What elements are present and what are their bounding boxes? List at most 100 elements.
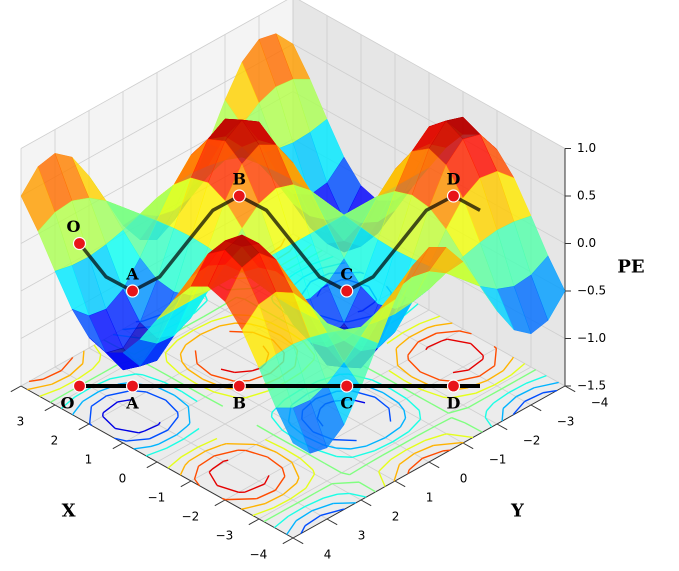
contour-line: [39, 388, 61, 398]
contour-line: [403, 409, 407, 419]
contour-line: [133, 445, 152, 450]
contour-line: [89, 423, 93, 427]
surface-point: [340, 284, 354, 298]
x-tick-label: −4: [250, 548, 268, 562]
contour-line: [416, 426, 435, 437]
y-tick: [428, 461, 440, 469]
y-tick-label: 4: [324, 548, 332, 562]
contour-line: [409, 327, 428, 338]
contour-line: [256, 424, 274, 436]
x-tick-label: 2: [51, 434, 59, 448]
contour-line: [426, 324, 436, 329]
contour-line: [486, 402, 495, 412]
contour-line: [69, 363, 84, 376]
contour-line: [502, 357, 514, 371]
contour-line: [424, 433, 445, 442]
contour-line: [397, 364, 410, 376]
contour-line: [304, 514, 322, 527]
contour-line: [205, 444, 222, 452]
contour-line: [196, 363, 212, 376]
contour-line: [187, 406, 191, 424]
contour-line: [515, 387, 535, 398]
contour-line: [408, 374, 413, 378]
contour-line: [349, 464, 367, 476]
contour-line: [335, 447, 351, 450]
contour-line: [486, 369, 504, 382]
contour-line: [350, 445, 367, 450]
contour-line: [186, 422, 191, 427]
contour-line: [349, 492, 367, 498]
contour-line: [100, 363, 119, 375]
contour-line: [82, 390, 100, 403]
surface-point-label: D: [447, 170, 461, 189]
contour-line: [28, 378, 44, 383]
contour-line: [542, 389, 558, 394]
contour-line: [60, 357, 74, 372]
surface-point: [232, 189, 246, 203]
surface-path: [78, 194, 481, 293]
contour-line: [401, 323, 420, 334]
contour-line: [378, 470, 381, 473]
contour-line: [42, 369, 62, 380]
contour-line: [193, 478, 201, 487]
z-tick-label: 0.5: [577, 189, 596, 203]
contour-line: [441, 338, 448, 342]
contour-line: [221, 497, 226, 501]
contour-line: [411, 376, 418, 381]
contour-line: [98, 354, 102, 362]
contour-line: [512, 400, 526, 415]
contour-line: [264, 438, 284, 449]
contour-line: [459, 330, 472, 335]
contour-line: [374, 441, 394, 452]
contour-line: [138, 430, 145, 434]
contour-line: [417, 332, 437, 343]
z-tick-label: 0.0: [577, 236, 596, 250]
contour-line: [83, 373, 102, 384]
contour-line: [208, 471, 218, 486]
contour-line: [90, 395, 107, 407]
contour-line: [216, 484, 239, 493]
grid-line: [88, 347, 362, 501]
contour-line: [167, 416, 179, 431]
contour-line: [290, 487, 307, 500]
x-tick-label: 1: [85, 453, 93, 467]
contour-line: [386, 332, 403, 345]
contour-line: [389, 388, 407, 400]
contour-line: [493, 392, 510, 404]
contour-line: [272, 450, 277, 453]
contour-line: [93, 344, 102, 355]
contour-line: [188, 386, 206, 398]
contour-line: [51, 374, 71, 385]
contour-line: [433, 441, 463, 447]
contour-line: [406, 439, 425, 451]
contour-line: [168, 391, 175, 396]
surface-patch: [275, 407, 311, 454]
contour-line: [110, 373, 136, 380]
contour-line: [291, 462, 300, 478]
contour-line: [331, 481, 360, 485]
contour-line: [27, 383, 53, 391]
contour-line: [263, 511, 282, 523]
contour-line: [388, 369, 405, 382]
contour-line: [102, 415, 116, 429]
contour-line: [179, 353, 183, 363]
contour-line: [154, 367, 173, 379]
x-tick: [112, 442, 124, 450]
contour-line: [393, 464, 401, 481]
contour-line: [524, 392, 544, 403]
x-tick-label: −2: [182, 510, 200, 524]
y-tick-label: 1: [426, 491, 434, 505]
contour-line: [143, 424, 159, 432]
contour-line: [157, 421, 161, 426]
contour-line: [179, 465, 186, 476]
contour-line: [433, 417, 452, 428]
surface-point: [72, 236, 87, 251]
contour-line: [282, 482, 298, 496]
contour-line: [413, 393, 432, 405]
z-tick-label: −1.0: [577, 331, 606, 345]
contour-line: [378, 471, 386, 487]
z-tick-label: 1.0: [577, 141, 596, 155]
grid-line: [298, 0, 566, 149]
contour-line: [307, 453, 325, 464]
contour-line: [468, 358, 484, 371]
